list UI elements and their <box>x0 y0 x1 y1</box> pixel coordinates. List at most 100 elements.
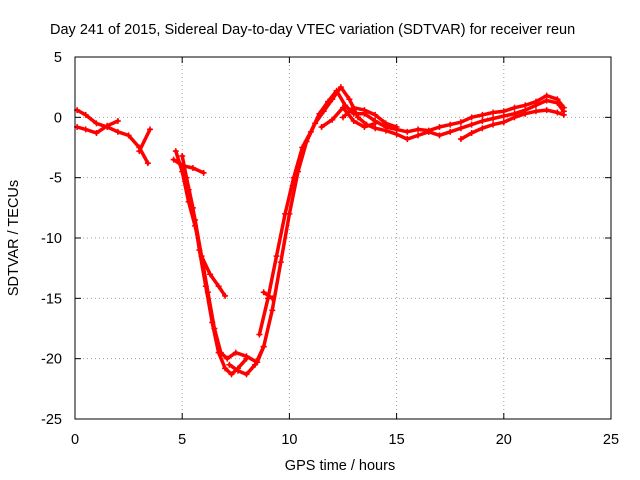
y-tick-label: 5 <box>54 50 62 66</box>
data-point <box>82 111 89 118</box>
data-point <box>144 160 151 167</box>
data-point <box>136 148 143 155</box>
data-point <box>215 283 222 290</box>
data-point <box>415 132 422 139</box>
data-point <box>337 84 344 91</box>
data-point <box>404 136 411 143</box>
data-point <box>511 104 518 111</box>
data-point <box>404 128 411 135</box>
y-tick-label: -20 <box>41 352 62 368</box>
data-point <box>350 117 357 124</box>
y-tick-label: -25 <box>41 412 62 428</box>
data-point <box>114 128 121 135</box>
data-point <box>479 117 486 124</box>
series-line-arc-1 <box>75 108 150 165</box>
data-point <box>114 117 121 124</box>
data-point <box>82 126 89 133</box>
data-point <box>361 107 368 114</box>
data-point <box>511 114 518 121</box>
data-point <box>447 121 454 128</box>
data-point <box>183 174 190 181</box>
x-tick-label: 5 <box>178 432 186 448</box>
data-point <box>479 111 486 118</box>
data-point <box>490 121 497 128</box>
data-point <box>361 123 368 130</box>
y-tick-label: -10 <box>41 231 62 247</box>
data-point <box>333 87 340 94</box>
x-axis-label: GPS time / hours <box>285 458 395 474</box>
data-point <box>468 114 475 121</box>
series-line-arc-10 <box>261 290 274 301</box>
data-point <box>93 120 100 127</box>
data-point <box>243 353 250 360</box>
data-point <box>185 186 192 193</box>
data-point <box>204 289 211 296</box>
data-point <box>560 104 567 111</box>
data-point <box>425 127 432 134</box>
data-point <box>125 132 132 139</box>
data-point <box>198 253 205 260</box>
data-point <box>532 108 539 115</box>
data-point <box>211 325 218 332</box>
data-point <box>457 136 464 143</box>
x-tick-label: 0 <box>71 432 79 448</box>
data-point <box>393 123 400 130</box>
data-point <box>232 349 239 356</box>
data-point <box>224 355 231 362</box>
data-point <box>522 110 529 117</box>
data-point <box>307 128 314 135</box>
data-point <box>500 108 507 115</box>
series-line-arc-7 <box>186 187 266 365</box>
data-point <box>318 123 325 130</box>
y-tick-label: -5 <box>49 171 62 187</box>
data-point <box>324 98 331 105</box>
data-point <box>554 109 561 116</box>
data-point <box>346 96 353 103</box>
data-point <box>468 121 475 128</box>
series-line-arc-3 <box>137 127 152 153</box>
data-point <box>228 371 235 378</box>
ticks <box>74 56 612 420</box>
data-point <box>179 152 186 159</box>
data-point <box>490 115 497 122</box>
data-point <box>329 116 336 123</box>
data-point <box>260 289 267 296</box>
x-tick-label: 20 <box>496 432 512 448</box>
data-point <box>234 367 241 374</box>
data-point <box>226 361 233 368</box>
data-point <box>170 156 177 163</box>
x-tick-labels: 0 5 10 15 20 25 <box>71 432 619 448</box>
data-point <box>269 295 276 302</box>
data-point <box>457 119 464 126</box>
data-point <box>282 210 289 217</box>
data-series <box>74 84 567 378</box>
data-point <box>299 144 306 151</box>
data-point <box>350 104 357 111</box>
data-point <box>172 148 179 155</box>
data-point <box>490 109 497 116</box>
y-axis-label: SDTVAR / TECUs <box>6 180 22 296</box>
data-point <box>500 119 507 126</box>
data-point <box>192 216 199 223</box>
data-point <box>222 292 229 299</box>
data-point <box>479 125 486 132</box>
data-point <box>269 307 276 314</box>
data-point <box>468 130 475 137</box>
data-point <box>436 123 443 130</box>
data-point <box>372 120 379 127</box>
data-point <box>256 331 263 338</box>
x-tick-label: 10 <box>281 432 297 448</box>
x-tick-label: 25 <box>603 432 619 448</box>
data-point <box>104 122 111 129</box>
x-tick-label: 15 <box>389 432 405 448</box>
data-point <box>560 111 567 118</box>
data-point <box>436 132 443 139</box>
data-point <box>260 343 267 350</box>
data-point <box>372 111 379 118</box>
data-point <box>222 365 229 372</box>
data-point <box>273 253 280 260</box>
data-point <box>189 165 196 172</box>
data-point <box>415 126 422 133</box>
data-point <box>277 259 284 266</box>
data-point <box>522 102 529 109</box>
